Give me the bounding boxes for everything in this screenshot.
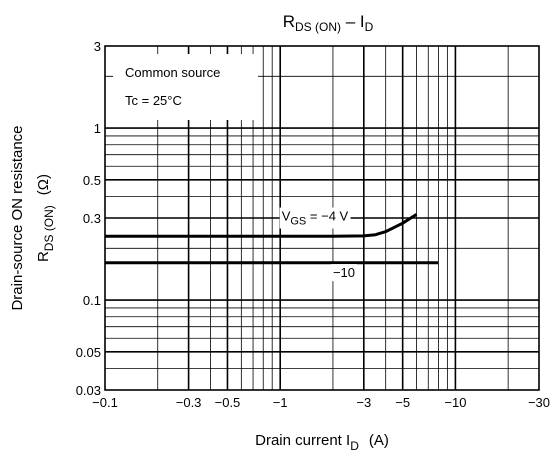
y-tick-label: 0.3: [83, 211, 101, 226]
series-label-1: VGS = −4 V: [282, 209, 349, 228]
y-tick-label: 0.5: [83, 173, 101, 188]
y-tick-labels: 3 1 0.5 0.3 0.1 0.05 0.03: [76, 39, 101, 398]
y-tick-label: 0.03: [76, 383, 101, 398]
x-tick-label: −10: [444, 395, 466, 410]
y-tick-label: 0.1: [83, 293, 101, 308]
x-tick-label: −3: [356, 395, 371, 410]
annotation-box: Common source Tc = 25°C: [113, 54, 258, 120]
series-label-bg: [279, 207, 351, 229]
chart-title: RDS (ON) – ID: [283, 12, 374, 34]
y-tick-label: 0.05: [76, 345, 101, 360]
y-tick-label: 3: [94, 39, 101, 54]
series-label-layer: VGS = −4 V −10: [279, 207, 358, 282]
annotation-line-2: Tc = 25°C: [125, 93, 182, 108]
x-tick-label: −0.1: [92, 395, 118, 410]
y-axis-label-line1: Drain-source ON resistance: [9, 125, 26, 310]
y-axis-label-line2: RDS (ON)(Ω): [35, 174, 56, 262]
x-axis-label: Drain current ID (A): [255, 432, 389, 453]
series-layer: [105, 213, 439, 265]
annotation-line-1: Common source: [125, 65, 220, 80]
series-line-1: [105, 213, 418, 238]
x-tick-label: −0.3: [176, 395, 202, 410]
x-tick-labels: −0.1 −0.3 −0.5 −1 −3 −5 −10 −30: [92, 395, 550, 410]
series-label-bg: [330, 264, 358, 282]
x-tick-label: −30: [528, 395, 550, 410]
x-tick-label: −5: [395, 395, 410, 410]
x-tick-label: −1: [273, 395, 288, 410]
series-label-2: −10: [333, 265, 355, 280]
y-tick-label: 1: [94, 121, 101, 136]
plot-frame: [104, 45, 540, 391]
x-tick-label: −0.5: [215, 395, 241, 410]
annotation-box-bg: [113, 54, 258, 120]
